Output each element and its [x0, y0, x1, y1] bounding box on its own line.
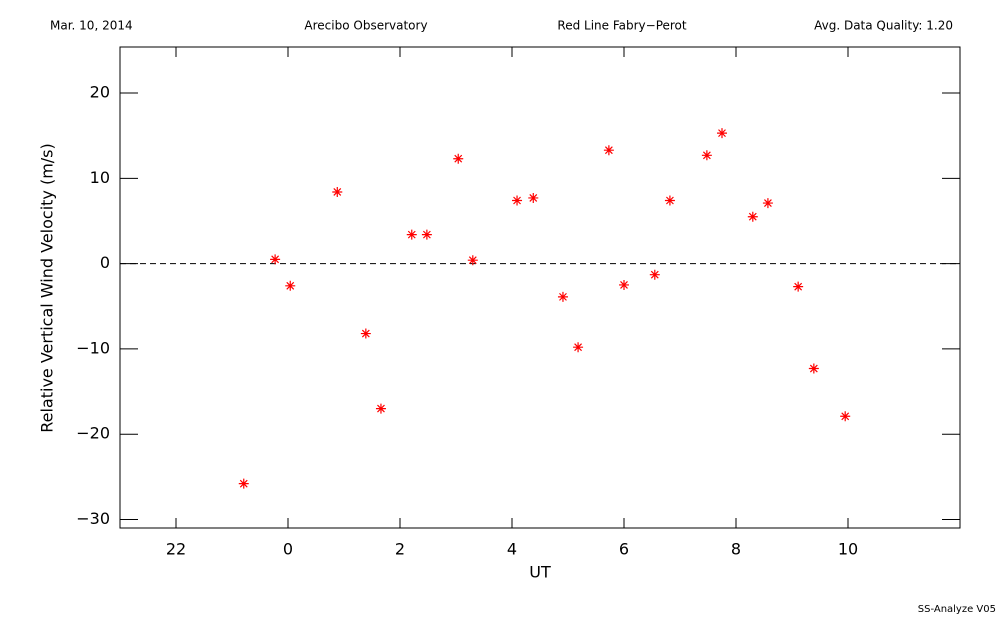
y-tick-label: −30 [76, 509, 110, 528]
data-point [808, 363, 819, 374]
data-point [512, 195, 523, 206]
x-tick-label: 10 [838, 540, 858, 559]
x-axis-label: UT [529, 563, 551, 582]
data-point [375, 403, 386, 414]
data-point [360, 328, 371, 339]
x-tick-label: 22 [166, 540, 186, 559]
data-point [238, 478, 249, 489]
software-version: SS-Analyze V05 [918, 604, 996, 615]
y-tick-label: 10 [90, 168, 110, 187]
data-point [603, 145, 614, 156]
data-point [619, 279, 629, 290]
y-tick-label: 20 [90, 83, 110, 102]
data-point [793, 281, 804, 292]
data-point [717, 128, 727, 139]
y-tick-label: −20 [76, 424, 110, 443]
x-tick-label: 4 [507, 540, 517, 559]
x-tick-label: 2 [395, 540, 405, 559]
y-tick-label: −10 [76, 338, 110, 357]
data-point [421, 229, 432, 240]
data-point [747, 211, 758, 222]
date: Mar. 10, 2014 [50, 19, 133, 33]
data-point [557, 291, 568, 302]
data-point [528, 192, 539, 203]
instrument: Red Line Fabry−Perot [557, 19, 687, 33]
data-point [467, 255, 478, 266]
data-point [270, 254, 281, 265]
data-point [573, 342, 584, 353]
data-point [762, 198, 773, 209]
data-point [406, 229, 417, 240]
y-tick-label: 0 [100, 253, 110, 272]
data-point [701, 150, 712, 161]
x-tick-label: 6 [619, 540, 629, 559]
data-quality: Avg. Data Quality: 1.20 [814, 19, 953, 33]
data-point [285, 280, 296, 291]
data-point [453, 153, 464, 164]
observatory: Arecibo Observatory [304, 19, 427, 33]
data-point [840, 411, 851, 422]
data-point [332, 186, 343, 197]
plot-frame [119, 46, 961, 529]
y-axis-label: Relative Vertical Wind Velocity (m/s) [38, 143, 57, 433]
data-point [649, 269, 660, 280]
x-tick-label: 0 [283, 540, 293, 559]
x-tick-label: 8 [731, 540, 741, 559]
data-point [664, 195, 675, 206]
